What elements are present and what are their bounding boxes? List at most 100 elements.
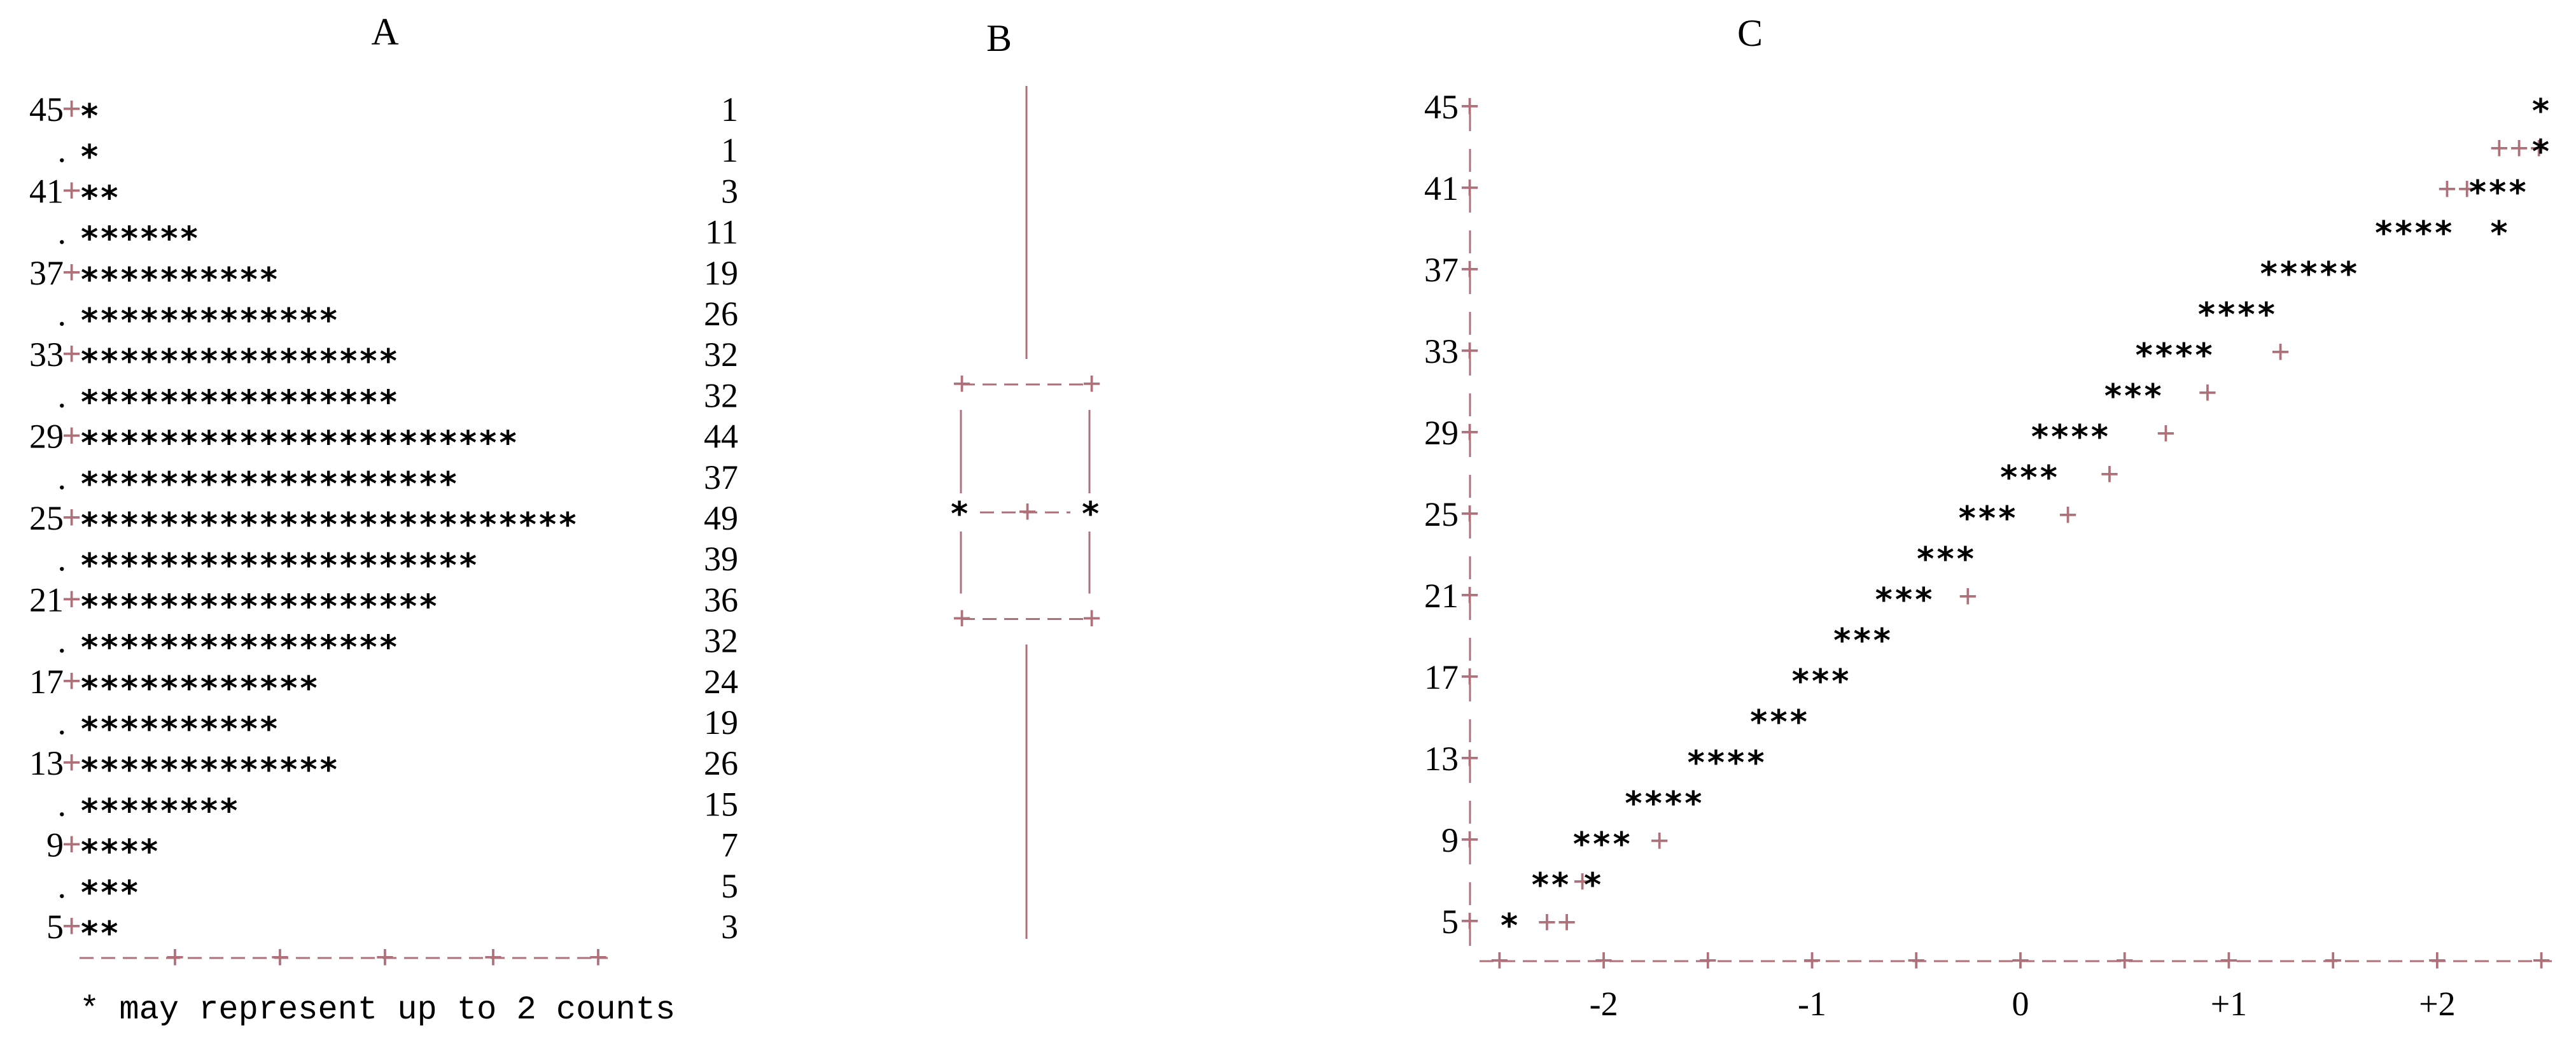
leaf-count: 49 [704, 499, 738, 537]
box-corner-plus: + [952, 602, 972, 640]
qq-data-stars: ** [1530, 866, 1571, 905]
stem-label: . [58, 131, 67, 169]
qq-xtick-plus: + [2010, 944, 2030, 982]
box-corner-plus: + [1082, 367, 1102, 405]
stem-tick-plus: + [62, 910, 81, 947]
qq-xtick-plus: + [2219, 944, 2239, 982]
stem-label: 33 [29, 335, 64, 374]
qq-xtick-label: 0 [2012, 985, 2029, 1023]
stem-axis-tick: + [165, 941, 185, 978]
qq-ytick-plus: + [1460, 171, 1480, 209]
stem-label: 25 [29, 499, 64, 537]
stem-tick-plus: + [62, 92, 81, 130]
qq-xtick-plus: + [1698, 944, 1718, 982]
box-median-star: * [949, 495, 969, 533]
stem-axis-tick: + [588, 941, 608, 978]
qq-xtick-plus: + [1593, 944, 1613, 982]
stem-tick-plus: + [62, 419, 81, 457]
stem-label: . [58, 376, 67, 414]
stem-label: . [58, 458, 67, 496]
leaf-stars: *** [80, 874, 139, 912]
leaf-stars: ********** [80, 710, 279, 749]
qq-ytick-label: 9 [1441, 821, 1459, 859]
qq-ytick-plus: + [1460, 334, 1480, 372]
qq-ytick-label: 21 [1424, 577, 1459, 615]
leaf-stars: ******** [80, 792, 239, 830]
leaf-count: 32 [704, 622, 738, 660]
qq-data-stars: *** [1832, 622, 1892, 660]
qq-xtick-plus: + [1802, 944, 1822, 982]
qq-data-stars: *** [1957, 500, 2017, 538]
leaf-stars: ******************* [80, 465, 458, 503]
qq-data-stars: **** [2197, 296, 2276, 334]
stem-label: 17 [29, 663, 64, 701]
leaf-stars: ************ [80, 670, 319, 708]
stem-label: 29 [29, 418, 64, 456]
leaf-count: 26 [704, 295, 738, 333]
qq-ytick-plus: + [1460, 742, 1480, 779]
leaf-count: 1 [721, 131, 738, 169]
qq-ytick-label: 13 [1424, 740, 1459, 778]
panel-c-label: C [1737, 12, 1763, 54]
leaf-count: 36 [704, 581, 738, 619]
qq-data-stars: * [2531, 133, 2551, 171]
stem-label: . [58, 785, 67, 823]
leaf-count: 26 [704, 744, 738, 782]
qq-data-stars: *** [1999, 459, 2059, 497]
stem-label: 41 [29, 172, 64, 210]
leaf-stars: ******************** [80, 547, 478, 585]
leaf-stars: ****** [80, 220, 199, 258]
leaf-count: 37 [704, 458, 738, 496]
qq-xtick-plus: + [1907, 944, 1926, 982]
stem-tick-plus: + [62, 665, 81, 702]
qq-xtick-label: -1 [1798, 985, 1826, 1023]
qq-data-stars: *** [2468, 174, 2528, 212]
qq-reference-plus: + [2099, 458, 2119, 495]
qq-data-stars: ***** [2259, 255, 2359, 293]
qq-data-stars: * [2489, 215, 2509, 253]
qq-data-stars: * [1499, 907, 1519, 945]
leaf-stars: * [80, 97, 99, 136]
panel-b-label: B [986, 17, 1012, 59]
qq-data-stars: **** [1686, 744, 1766, 782]
qq-reference-plus: + [1572, 865, 1592, 903]
leaf-stars: **** [80, 833, 159, 871]
qq-data-stars: * [1583, 866, 1602, 905]
leaf-stars: ************************* [80, 506, 578, 544]
leaf-count: 3 [721, 172, 738, 210]
leaf-stars: ** [80, 179, 120, 217]
stem-label: . [58, 867, 67, 905]
leaf-count: 32 [704, 376, 738, 414]
qq-data-stars: *** [1749, 703, 1809, 742]
qq-ytick-plus: + [1460, 660, 1480, 698]
qq-ytick-plus: + [1460, 416, 1480, 453]
qq-reference-plus: + [2197, 376, 2217, 414]
stem-label: . [58, 213, 67, 251]
qq-reference-plus: + [2156, 417, 2176, 454]
qq-reference-plus: + [2271, 335, 2290, 373]
panel-a-label: A [371, 11, 398, 53]
qq-data-stars: *** [1915, 540, 1975, 579]
qq-ytick-label: 29 [1424, 414, 1459, 452]
leaf-stars: * [80, 138, 99, 176]
leaf-stars: ** [80, 915, 120, 953]
panel-c-probability-plot: 45 +41 +37 +33 +29 +25 +21 +17 +13 +9 +5 ++ + + + + + + + +… [1424, 88, 2552, 1023]
stem-tick-plus: + [62, 828, 81, 866]
qq-ytick-label: 45 [1424, 88, 1459, 126]
qq-reference-plus: + [1958, 580, 1978, 617]
qq-ytick-plus: + [1460, 905, 1480, 942]
leaf-count: 3 [721, 908, 738, 946]
leaf-stars: **************** [80, 383, 398, 421]
stem-axis-tick: + [483, 941, 503, 978]
qq-xtick-plus: + [1490, 944, 1509, 982]
stem-label: . [58, 540, 67, 578]
qq-ytick-plus: + [1460, 579, 1480, 616]
leaf-stars: **************** [80, 342, 398, 381]
stem-label: 9 [46, 826, 64, 864]
stem-label: . [58, 622, 67, 660]
qq-ytick-label: 33 [1424, 332, 1459, 370]
qq-xtick-plus: + [2323, 944, 2343, 982]
leaf-count: 7 [721, 826, 738, 864]
